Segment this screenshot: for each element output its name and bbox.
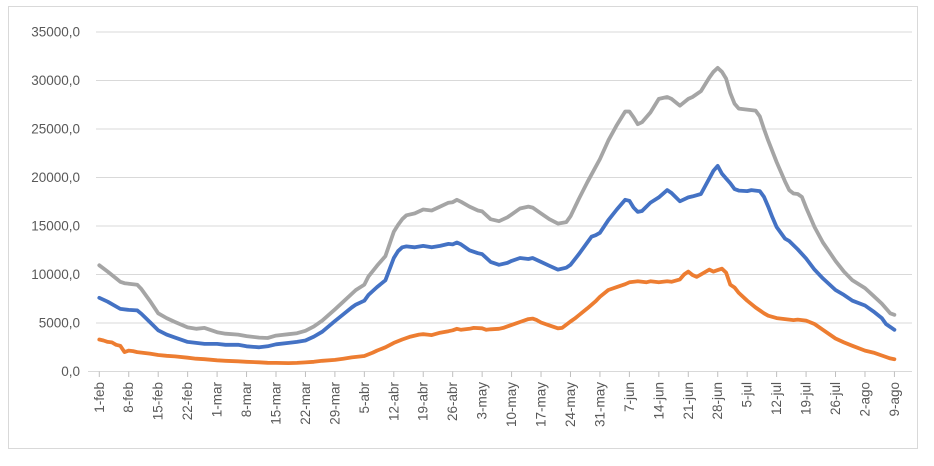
x-axis-label: 31-may <box>592 382 607 427</box>
x-axis-label: 3-may <box>475 382 490 420</box>
chart-frame-border <box>8 6 918 449</box>
x-axis-label: 26-abr <box>445 382 460 422</box>
x-axis-label: 12-jul <box>769 382 784 415</box>
x-axis-label: 9-ago <box>887 382 902 417</box>
y-axis-label: 0,0 <box>61 364 80 379</box>
x-axis-label: 26-jul <box>828 382 843 415</box>
x-axis-label: 5-jul <box>740 382 755 408</box>
x-axis-label: 28-jun <box>710 382 725 420</box>
series-line-orange-series <box>97 266 897 365</box>
x-axis-label: 17-may <box>534 382 549 427</box>
x-axis-label: 29-mar <box>327 382 342 425</box>
x-axis-label: 19-abr <box>416 382 431 422</box>
x-axis-label: 21-jun <box>681 382 696 420</box>
x-axis-label: 15-mar <box>268 382 283 425</box>
x-axis-label: 24-may <box>563 382 578 427</box>
y-axis-label: 30000,0 <box>31 73 80 88</box>
x-axis-label: 1-feb <box>92 382 107 413</box>
x-axis-label: 22-feb <box>180 382 195 420</box>
x-axis-label: 8-feb <box>121 382 136 413</box>
x-axis-label: 14-jun <box>651 382 666 420</box>
x-axis-label: 19-jul <box>799 382 814 415</box>
x-axis-label: 12-abr <box>386 382 401 422</box>
y-axis-label: 5000,0 <box>39 316 80 331</box>
y-axis-label: 35000,0 <box>31 25 80 40</box>
x-axis-label: 5-abr <box>357 381 372 413</box>
x-axis-label: 1-mar <box>210 382 225 418</box>
x-axis-label: 2-ago <box>857 382 872 417</box>
x-axis-label: 15-feb <box>151 382 166 420</box>
y-axis-label: 20000,0 <box>31 170 80 185</box>
series-line-blue-series <box>97 164 897 350</box>
y-axis-label: 10000,0 <box>31 267 80 282</box>
x-axis-label: 22-mar <box>298 382 313 425</box>
x-axis-label: 8-mar <box>239 382 254 418</box>
x-axis-label: 7-jun <box>622 382 637 412</box>
series-line-gray-series <box>97 66 897 340</box>
x-axis-label: 10-may <box>504 382 519 427</box>
y-axis-label: 25000,0 <box>31 122 80 137</box>
y-axis-label: 15000,0 <box>31 219 80 234</box>
